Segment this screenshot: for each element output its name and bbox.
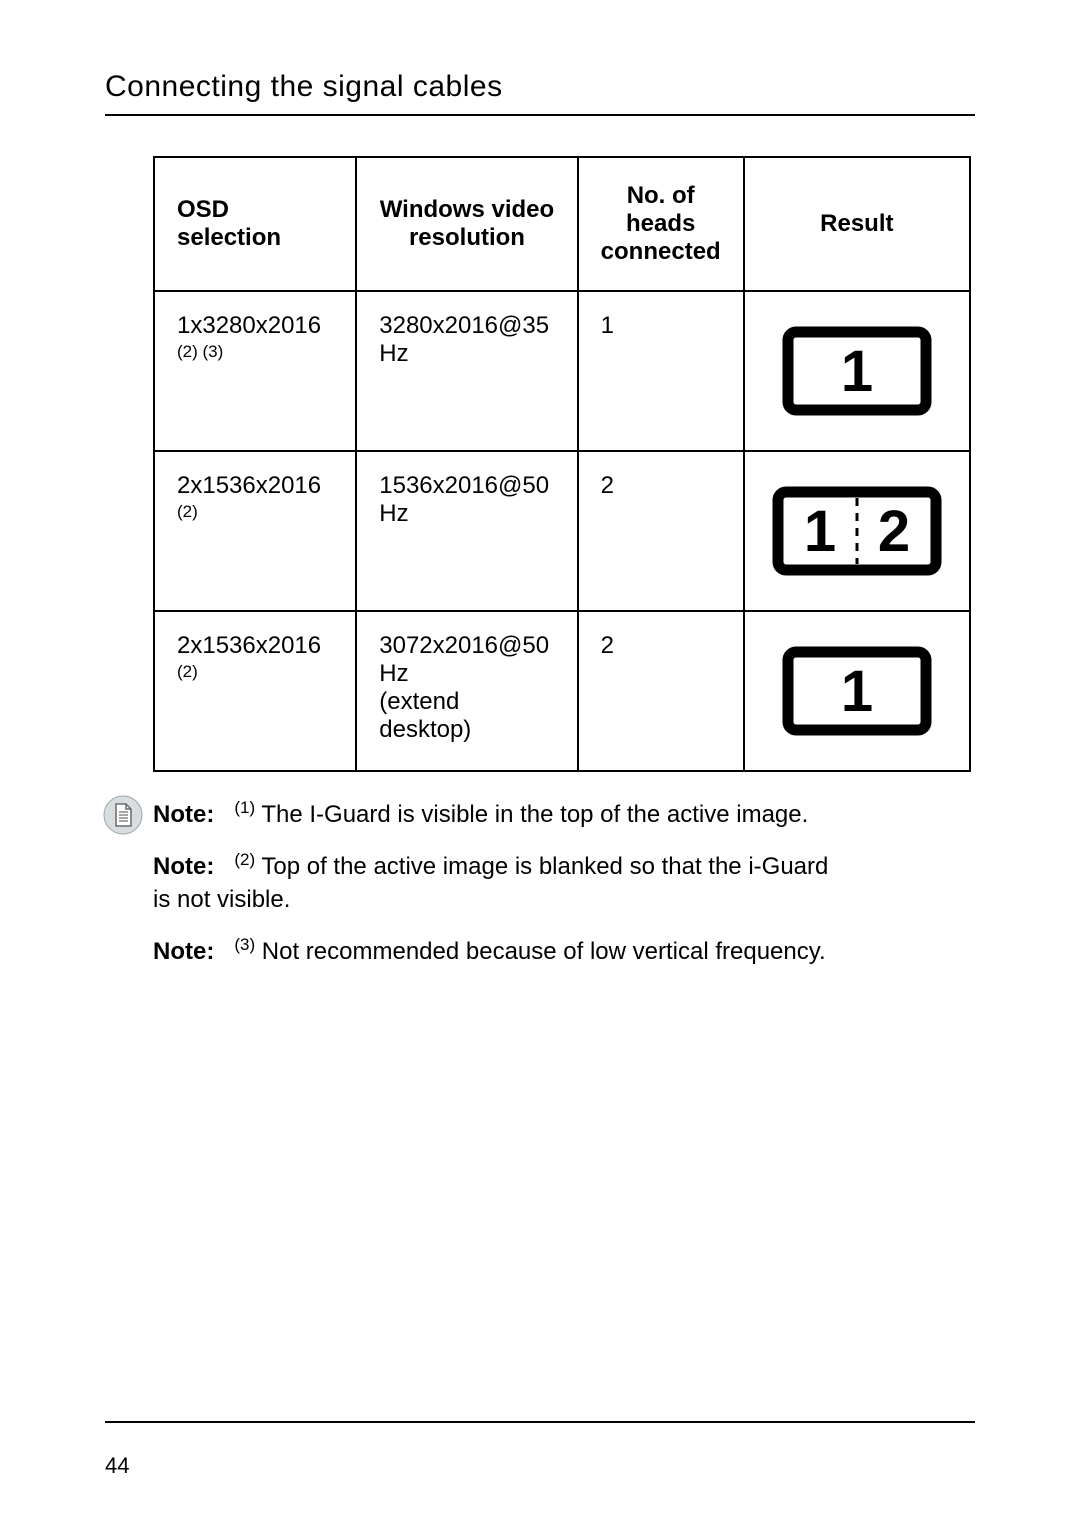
note-ref: (2) (234, 850, 255, 869)
monitor-label-1: 1 (804, 499, 836, 564)
monitor-label: 1 (841, 339, 873, 404)
notes-section: Note: (1) The I-Guard is visible in the … (153, 797, 975, 969)
page-header-title: Connecting the signal cables (105, 70, 975, 116)
note-text-b: is not visible. (153, 886, 290, 913)
note-3: Note: (3) Not recommended because of low… (153, 934, 975, 968)
osd-sub: (2) (3) (177, 342, 333, 362)
monitor-single-icon: 1 (782, 646, 932, 736)
osd-sub: (2) (177, 662, 333, 682)
result-cell: 1 (744, 611, 970, 771)
page-number: 44 (105, 1453, 129, 1478)
table-row: 1x3280x2016 (2) (3) 3280x2016@35 Hz 1 1 (154, 291, 970, 451)
result-cell: 1 (744, 291, 970, 451)
table-header-osd: OSD selection (154, 157, 356, 291)
video-main: 3072x2016@50 Hz (379, 632, 554, 688)
page-footer: 44 (105, 1421, 975, 1479)
table-header-heads: No. of heads connected (578, 157, 744, 291)
note-ref: (3) (234, 935, 255, 954)
note-label: Note: (153, 853, 214, 880)
monitor-label: 1 (841, 659, 873, 724)
table-header-video: Windows video resolution (356, 157, 577, 291)
table-row: 2x1536x2016 (2) 3072x2016@50 Hz (extend … (154, 611, 970, 771)
result-cell: 1 2 (744, 451, 970, 611)
osd-main: 2x1536x2016 (177, 472, 333, 500)
osd-main: 1x3280x2016 (177, 312, 333, 340)
note-label: Note: (153, 938, 214, 965)
video-sub: (extend desktop) (379, 688, 554, 744)
note-2: Note: (2) Top of the active image is bla… (153, 849, 975, 916)
heads-value: 2 (578, 451, 744, 611)
note-document-icon (103, 795, 143, 835)
osd-table: OSD selection Windows video resolution N… (153, 156, 971, 772)
monitor-dual-icon: 1 2 (772, 486, 942, 576)
table-row: 2x1536x2016 (2) 1536x2016@50 Hz 2 1 2 (154, 451, 970, 611)
video-main: 3280x2016@35 Hz (379, 312, 554, 368)
table-header-result: Result (744, 157, 970, 291)
monitor-label-2: 2 (878, 499, 910, 564)
note-text: Not recommended because of low vertical … (255, 938, 826, 965)
note-ref: (1) (234, 798, 255, 817)
note-text-a: Top of the active image is blanked so th… (255, 853, 828, 880)
heads-value: 1 (578, 291, 744, 451)
note-text: The I-Guard is visible in the top of the… (255, 801, 808, 828)
osd-main: 2x1536x2016 (177, 632, 333, 660)
monitor-single-icon: 1 (782, 326, 932, 416)
note-1: Note: (1) The I-Guard is visible in the … (153, 797, 975, 831)
video-main: 1536x2016@50 Hz (379, 472, 554, 528)
note-label: Note: (153, 801, 214, 828)
heads-value: 2 (578, 611, 744, 771)
osd-sub: (2) (177, 502, 333, 522)
